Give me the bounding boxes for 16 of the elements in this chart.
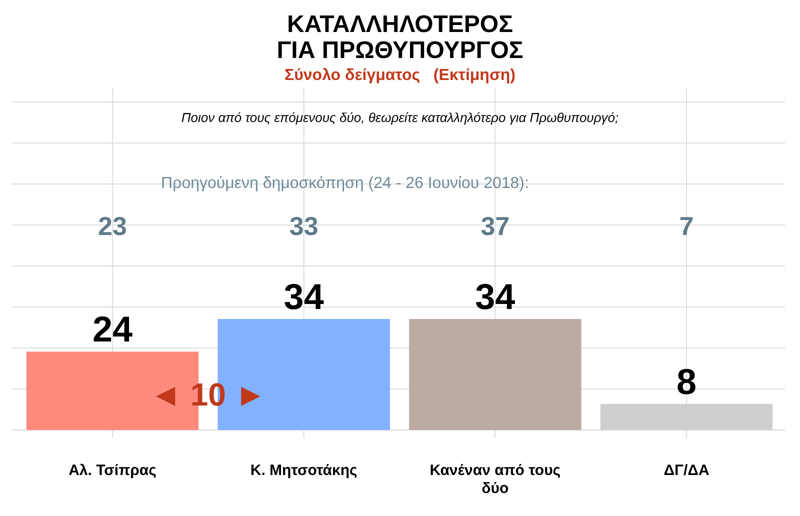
text: 37 bbox=[480, 211, 510, 241]
text: Προηγούμενη δημοσκόπηση (24 - 26 Ιουνίου 2018): bbox=[161, 175, 529, 192]
data-label: 34 bbox=[284, 276, 324, 317]
text: 7 bbox=[679, 211, 694, 241]
data-label: 34 bbox=[475, 276, 516, 317]
chart-title: ΚΑΤΑΛΛΗΛΟΤΕΡΟΣ ΓΙΑ ΠΡΩΘΥΠΟΥΡΓΟΣ bbox=[276, 11, 524, 64]
x-tick-label: Κανέναν από τους δύο bbox=[430, 462, 561, 497]
text: 33 bbox=[289, 211, 318, 241]
chart-subtitle: Σύνολο δείγματος (Εκτίμηση) bbox=[284, 67, 516, 84]
x-tick-label: Κ. Μητσοτάκης bbox=[250, 462, 358, 479]
data-label: 8 bbox=[676, 360, 697, 402]
x-tick-label: ΔΓ/ΔΑ bbox=[664, 462, 710, 479]
text: 23 bbox=[98, 211, 127, 241]
data-label: 24 bbox=[92, 308, 133, 350]
x-tick-label: Αλ. Τσίπρας bbox=[68, 462, 157, 479]
text: Ποιον από τους επόμενους δύο, θεωρείτε καταλληλότερο για Πρωθυπουργό; bbox=[181, 110, 620, 125]
